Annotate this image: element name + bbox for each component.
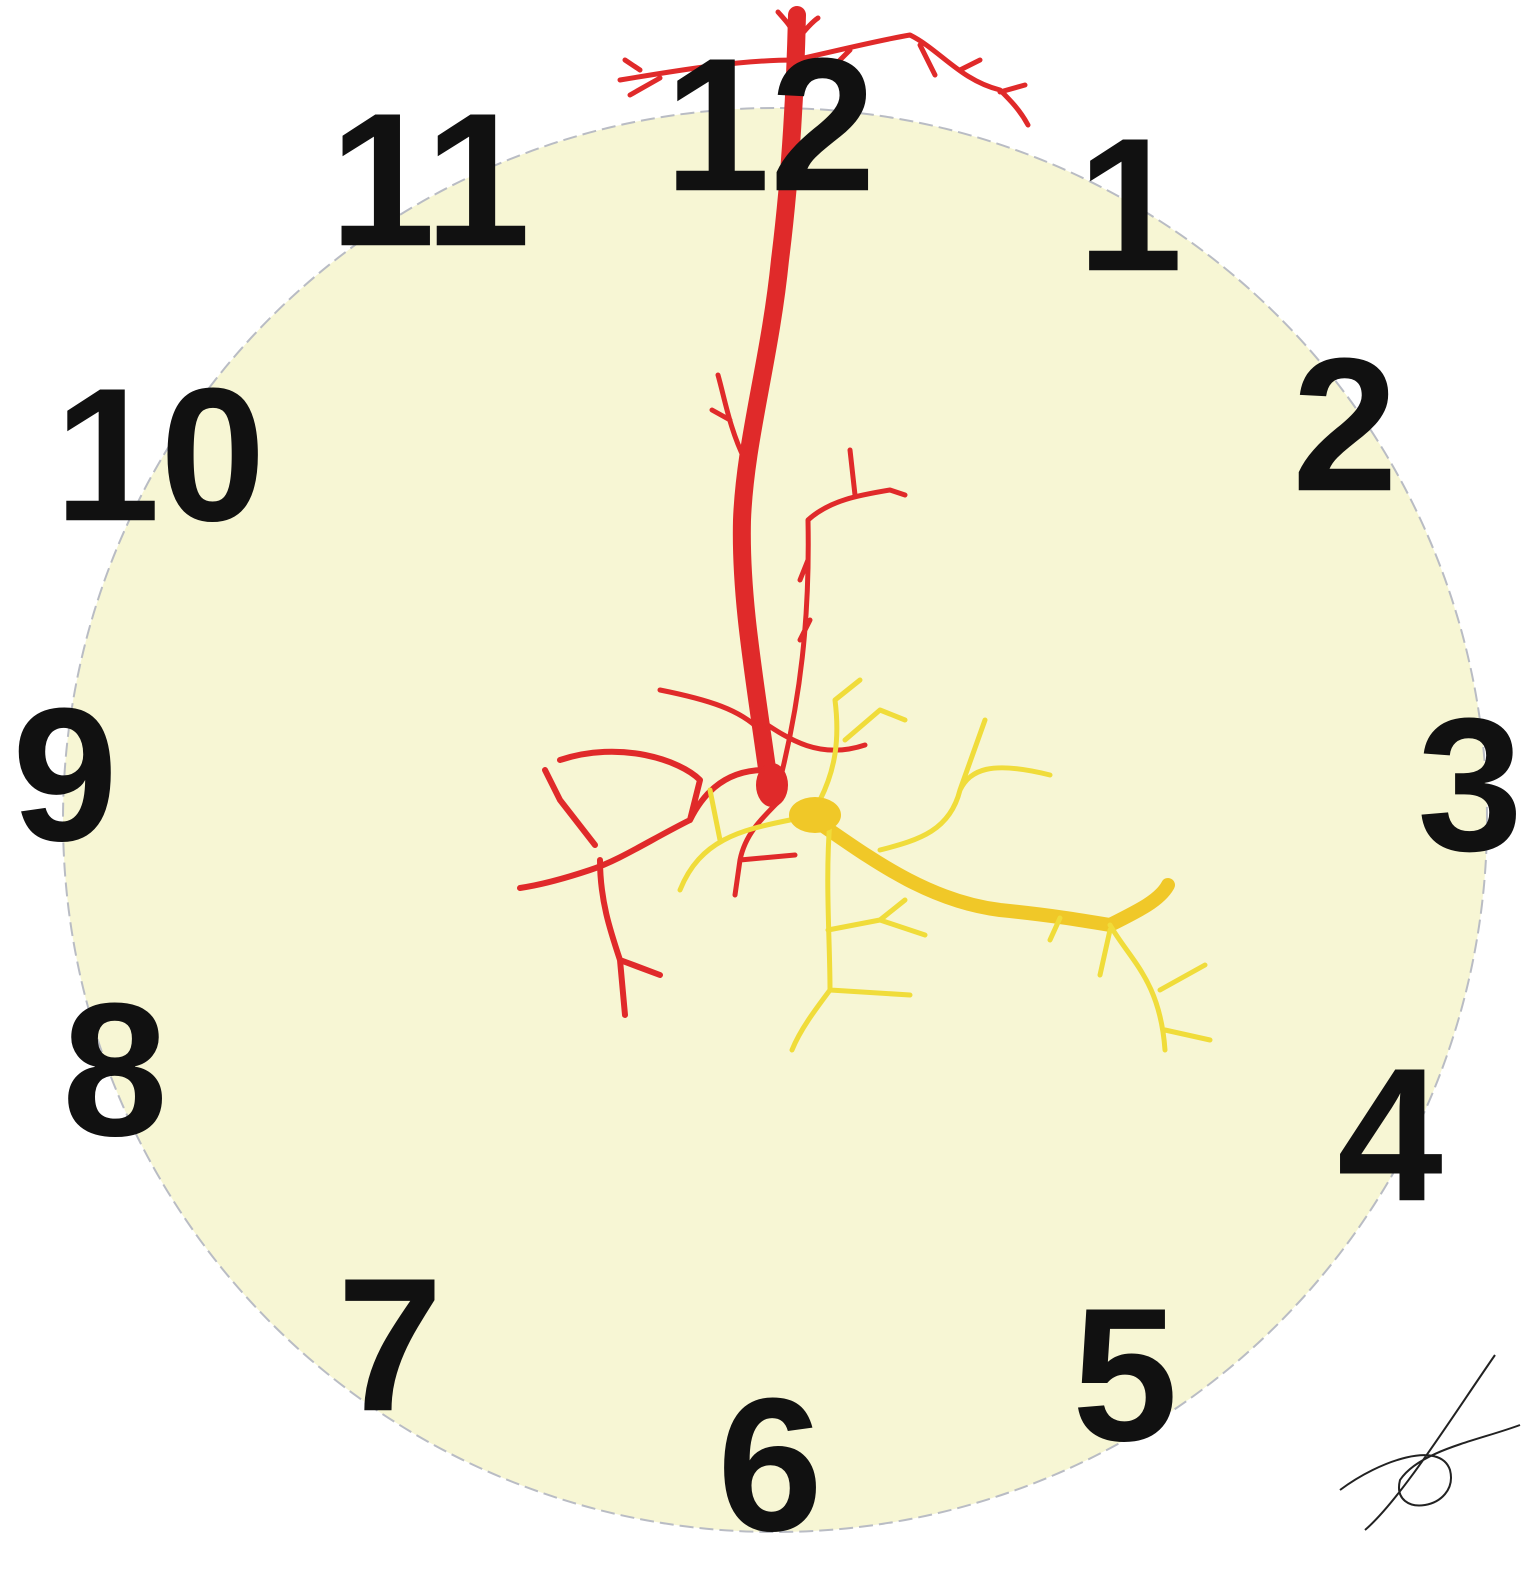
clock-numeral: 6 [717, 1359, 823, 1570]
clock-numeral: 10 [54, 349, 265, 561]
dendrite-branch [1047, 915, 1213, 1053]
dendrite-branch [775, 9, 821, 43]
apical-dendrite [732, 6, 806, 799]
yellow-neuron [677, 677, 1213, 1053]
clock-numeral: 8 [62, 964, 168, 1176]
clock-numeral: 2 [1292, 319, 1398, 531]
signature [1339, 1354, 1521, 1531]
clock-numeral: 12 [664, 19, 875, 231]
dendrite-branch [709, 372, 748, 463]
dendrite-branch [777, 447, 908, 783]
clock-numeral: 9 [12, 669, 118, 881]
clock-numeral: 7 [337, 1239, 443, 1451]
basal-dendrite [517, 748, 768, 1018]
dendrite-branch [677, 677, 908, 893]
clock-numeral: 1 [1077, 99, 1183, 311]
clock-numeral: 11 [330, 74, 531, 286]
basal-dendrite [657, 687, 868, 898]
soma [756, 763, 788, 807]
clock-numeral: 4 [1337, 1029, 1443, 1241]
dendrite-branch [789, 817, 928, 1053]
axon [793, 803, 1175, 932]
dendrite-branch [617, 32, 1031, 128]
clock-numeral: 5 [1072, 1269, 1178, 1481]
dendrite-branch [877, 717, 1053, 853]
red-neuron [517, 6, 1031, 1018]
soma [789, 797, 841, 833]
clock-numeral: 3 [1417, 679, 1523, 891]
clock-face [62, 107, 1488, 1533]
